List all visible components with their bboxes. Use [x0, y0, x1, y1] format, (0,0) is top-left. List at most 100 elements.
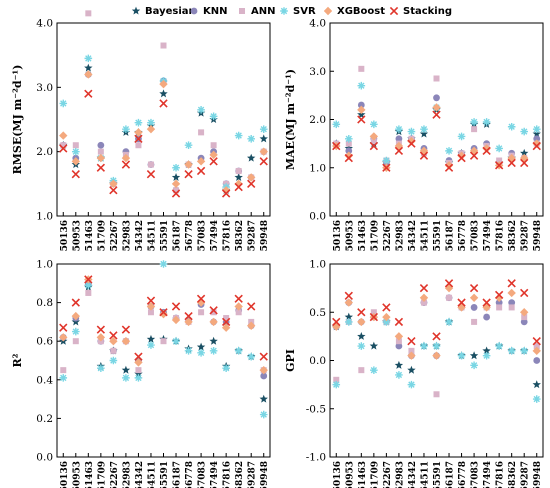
data-point-svr	[234, 131, 243, 140]
data-point-ann	[173, 187, 180, 194]
data-point-svr	[482, 351, 491, 360]
data-point-xgboost	[247, 173, 256, 182]
x-tick-label: 54511	[420, 220, 430, 251]
data-point-xgboost	[357, 105, 366, 115]
data-point-ann	[72, 142, 79, 149]
data-point-xgboost	[407, 351, 416, 360]
data-point-svr	[259, 410, 268, 419]
data-point-ann	[210, 309, 217, 316]
data-point-svr	[84, 281, 93, 290]
data-point-bayesian	[171, 173, 181, 181]
data-point-stacking	[382, 303, 391, 312]
data-point-bayesian	[407, 365, 416, 374]
data-point-stacking	[532, 141, 541, 151]
data-point-xgboost	[532, 346, 541, 356]
x-tick-label: 54511	[147, 461, 157, 488]
x-tick-label: 59948	[260, 220, 270, 251]
data-point-xgboost	[532, 139, 541, 148]
data-point-stacking	[234, 294, 243, 303]
data-point-xgboost	[59, 131, 68, 140]
legend-item-xgboost: XGBoost	[322, 4, 385, 18]
x-tick-label: 52267	[110, 220, 120, 251]
data-point-bayesian	[369, 341, 379, 350]
series-stacking	[332, 110, 541, 172]
data-point-bayesian	[121, 365, 131, 374]
data-point-svr	[407, 380, 416, 389]
data-point-xgboost	[209, 317, 218, 327]
data-point-xgboost	[221, 323, 231, 332]
x-tick-label: 54511	[147, 220, 157, 251]
data-point-stacking	[209, 157, 218, 166]
data-point-svr	[147, 341, 155, 349]
data-point-stacking	[520, 288, 529, 298]
data-point-ann	[135, 367, 142, 374]
data-point-stacking	[221, 189, 231, 198]
data-point-ann	[147, 309, 154, 316]
x-tick-label: 55591	[160, 461, 170, 488]
data-point-xgboost	[109, 179, 118, 189]
data-point-svr	[59, 99, 68, 108]
series-stacking	[59, 275, 268, 361]
x-tick-label: 57083	[471, 461, 481, 488]
x-tick-label: 57816	[496, 220, 506, 251]
data-point-stacking	[532, 337, 541, 346]
data-point-stacking	[184, 311, 193, 321]
y-tick-label: 0.5	[309, 307, 326, 319]
y-axis-label: MAE(MJ m⁻²d⁻¹)	[284, 69, 297, 170]
data-point-stacking	[457, 153, 466, 163]
x-tick-label: 56187	[173, 220, 183, 251]
data-point-stacking	[507, 158, 516, 168]
x-tick-label: 56187	[446, 461, 456, 488]
data-point-ann	[370, 138, 377, 145]
data-point-xgboost	[134, 128, 143, 137]
x-tick-label: 57494	[483, 220, 493, 251]
data-point-ann	[345, 140, 352, 147]
x-tick-label: 51709	[370, 220, 380, 251]
data-point-svr	[172, 163, 180, 172]
y-tick-label: 1.0	[36, 259, 53, 271]
data-point-xgboost	[109, 337, 118, 346]
data-point-stacking	[109, 186, 118, 195]
series-svr	[59, 260, 268, 419]
y-tick-label: 0.4	[36, 374, 53, 386]
y-tick-label: 0.0	[36, 452, 53, 464]
series-stacking	[59, 89, 268, 198]
data-point-svr	[122, 374, 130, 382]
data-point-knn	[470, 304, 478, 311]
data-point-xgboost	[96, 333, 106, 342]
x-tick-label: 54511	[420, 461, 430, 488]
data-point-bayesian	[357, 110, 366, 119]
x-tick-label: 59948	[533, 461, 543, 488]
x-tick-label: 52267	[383, 461, 393, 488]
x-tick-label: 52267	[110, 461, 120, 488]
data-point-svr	[532, 395, 541, 403]
x-tick-label: 58362	[235, 220, 245, 251]
data-point-stacking	[482, 146, 491, 156]
data-point-ann	[433, 391, 440, 398]
data-point-stacking	[357, 115, 366, 124]
data-point-stacking	[59, 323, 68, 332]
data-point-knn	[345, 147, 353, 155]
data-point-stacking	[121, 325, 131, 334]
data-point-xgboost	[134, 358, 143, 367]
data-point-stacking	[146, 170, 156, 179]
data-point-stacking	[71, 170, 80, 179]
data-point-svr	[382, 156, 391, 165]
data-point-ann	[85, 289, 92, 296]
data-point-xgboost	[121, 337, 131, 346]
legend-label: KNN	[203, 5, 228, 17]
data-point-ann	[85, 10, 92, 17]
data-point-knn	[97, 141, 105, 149]
data-point-svr	[234, 347, 243, 355]
data-point-svr	[332, 120, 341, 129]
data-point-stacking	[259, 157, 268, 166]
data-point-svr	[122, 125, 130, 133]
data-point-svr	[159, 260, 168, 268]
x-tick-label: 57816	[223, 220, 233, 251]
data-point-xgboost	[171, 179, 181, 189]
y-tick-label: 4.0	[36, 18, 53, 30]
data-point-stacking	[134, 352, 143, 361]
data-point-stacking	[134, 134, 143, 143]
x-tick-label: 54342	[408, 220, 418, 251]
